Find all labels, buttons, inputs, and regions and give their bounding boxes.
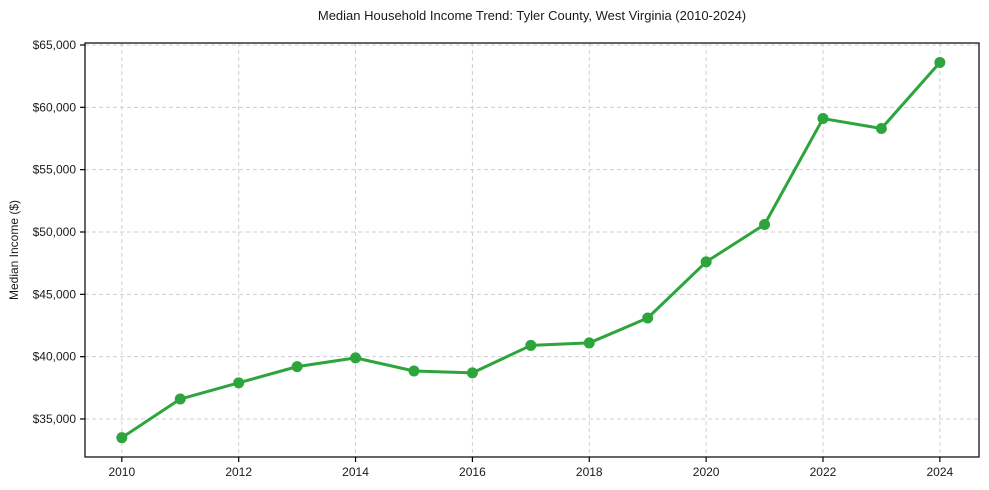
data-point-2019 <box>642 312 654 324</box>
data-point-2018 <box>583 337 595 349</box>
data-point-2024 <box>934 56 946 68</box>
x-tick-label-2016: 2016 <box>459 465 486 479</box>
x-tick-label-2020: 2020 <box>693 465 720 479</box>
data-point-2012 <box>233 377 245 389</box>
y-tick-label-65000: $65,000 <box>33 38 77 52</box>
data-point-2017 <box>525 339 537 351</box>
y-tick-label-45000: $45,000 <box>33 287 77 301</box>
data-point-2015 <box>408 365 420 377</box>
x-tick-label-2024: 2024 <box>926 465 953 479</box>
data-point-2023 <box>875 123 887 135</box>
data-point-2022 <box>817 113 829 125</box>
data-point-2013 <box>291 361 303 373</box>
data-point-2010 <box>116 432 128 444</box>
y-tick-label-40000: $40,000 <box>33 350 77 364</box>
x-tick-label-2014: 2014 <box>342 465 369 479</box>
y-tick-label-35000: $35,000 <box>33 412 77 426</box>
y-tick-label-55000: $55,000 <box>33 163 77 177</box>
x-tick-label-2012: 2012 <box>225 465 252 479</box>
data-point-2016 <box>466 367 478 379</box>
data-point-2020 <box>700 256 712 268</box>
axes-frame <box>84 42 980 458</box>
data-point-2014 <box>350 352 362 364</box>
data-point-2011 <box>174 393 186 405</box>
chart-title: Median Household Income Trend: Tyler Cou… <box>317 8 747 23</box>
income-trend-line <box>120 60 942 440</box>
y-tick-label-50000: $50,000 <box>33 225 77 239</box>
y-tick-label-60000: $60,000 <box>33 100 77 114</box>
data-point-2021 <box>759 219 771 231</box>
x-tick-label-2022: 2022 <box>810 465 837 479</box>
x-tick-label-2018: 2018 <box>576 465 603 479</box>
x-tick-label-2010: 2010 <box>108 465 135 479</box>
